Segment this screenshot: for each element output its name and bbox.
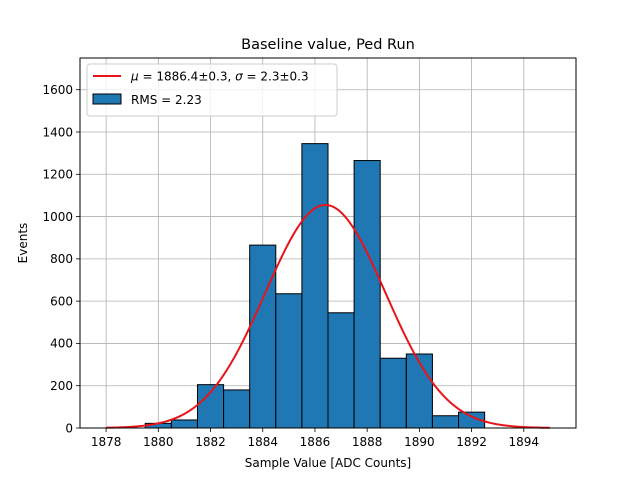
y-tick-label: 1600 [42, 83, 73, 97]
legend-sigma-symbol: σ [235, 70, 243, 84]
x-tick-label: 1894 [509, 435, 540, 449]
histogram-bar [301, 143, 329, 429]
chart-title: Baseline value, Ped Run [241, 37, 415, 53]
plot-frame [79, 57, 577, 429]
x-tick-label: 1886 [300, 435, 331, 449]
y-axis-ticks: 0 200 400 600 800 1000 1200 1400 1600 [42, 83, 80, 435]
y-tick-label: 400 [50, 337, 73, 351]
y-tick-label: 600 [50, 294, 73, 308]
histogram-bar [405, 353, 433, 429]
histogram-bar [431, 415, 460, 429]
histogram-bar [223, 389, 251, 429]
legend-fit-label: μ = 1886.4±0.3, σ = 2.3±0.3 [130, 70, 309, 84]
x-tick-label: 1888 [352, 435, 383, 449]
legend-mu-value: = 1886.4±0.3, [139, 70, 235, 84]
y-tick-label: 1000 [42, 210, 73, 224]
histogram-bars [144, 143, 486, 429]
histogram-bar [327, 312, 355, 429]
x-tick-label: 1890 [404, 435, 435, 449]
legend-box [86, 63, 338, 117]
legend-mu-symbol: μ [130, 70, 139, 84]
y-tick-label: 1200 [42, 168, 73, 182]
x-tick-label: 1880 [143, 435, 174, 449]
legend-sigma-value: = 2.3±0.3 [243, 70, 309, 84]
legend: μ = 1886.4±0.3, σ = 2.3±0.3 RMS = 2.23 [86, 63, 338, 117]
x-axis-label: Sample Value [ADC Counts] [245, 456, 411, 470]
x-tick-label: 1878 [91, 435, 122, 449]
y-axis-label: Events [16, 223, 30, 264]
gaussian-fit [106, 203, 550, 429]
histogram-bar [353, 160, 381, 429]
y-tick-label: 1400 [42, 125, 73, 139]
histogram-bar [275, 293, 303, 429]
y-tick-label: 800 [50, 252, 73, 266]
histogram-bar [379, 357, 407, 429]
histogram-bar [170, 419, 198, 429]
x-tick-label: 1892 [456, 435, 487, 449]
legend-rms-swatch [92, 93, 122, 105]
x-axis-ticks: 1878 1880 1882 1884 1886 1888 1890 1892 1894 [91, 428, 539, 449]
legend-rms-label: RMS = 2.23 [131, 93, 202, 107]
y-tick-label: 200 [50, 379, 73, 393]
histogram-bar [249, 244, 277, 429]
fit-curve [106, 203, 550, 429]
y-tick-label: 0 [65, 421, 73, 435]
x-tick-label: 1882 [195, 435, 226, 449]
x-tick-label: 1884 [247, 435, 278, 449]
